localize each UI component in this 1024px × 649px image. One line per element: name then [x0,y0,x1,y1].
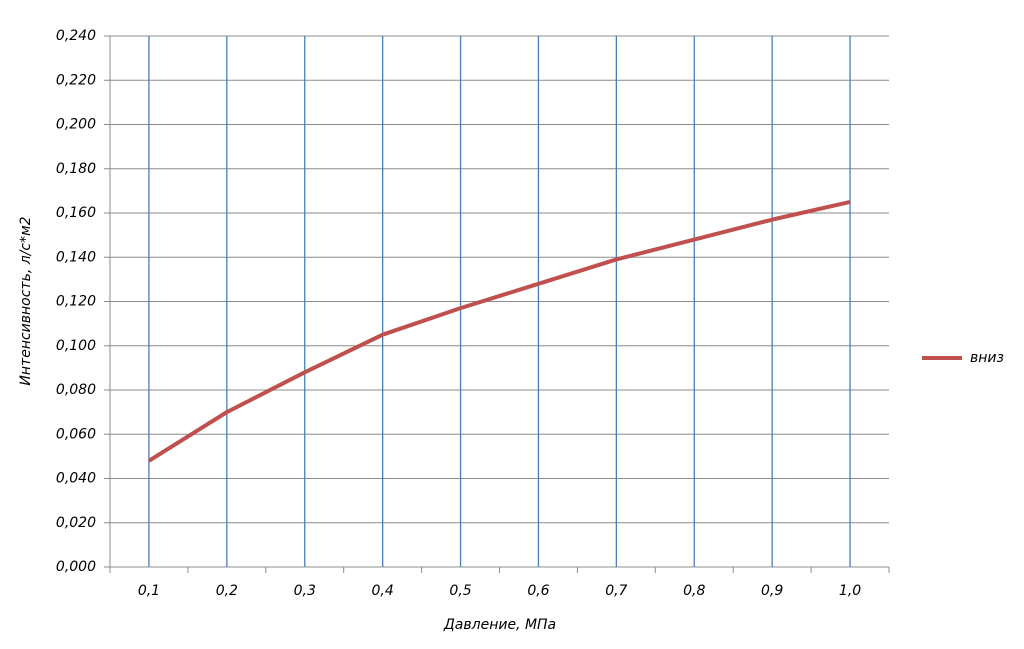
y-tick-label: 0,000 [56,559,96,575]
x-tick-label: 0,2 [216,583,238,599]
y-tick-label: 0,100 [56,338,96,354]
y-tick-label: 0,080 [56,382,96,398]
x-tick-label: 0,4 [372,583,394,599]
legend-label: вниз [970,350,1004,366]
y-tick-label: 0,060 [56,426,96,442]
data-line [147,199,851,463]
y-tick-label: 0,020 [56,515,96,531]
y-tick-label: 0,220 [56,72,96,88]
y-axis-title: Интенсивность, л/с*м2 [18,216,34,385]
x-tick-label: 0,6 [527,583,549,599]
x-tick-label: 0,7 [605,583,627,599]
x-tick-label: 0,1 [138,583,160,599]
y-tick-label: 0,240 [56,28,96,44]
y-tick-label: 0,180 [56,161,96,177]
x-tick-label: 1,0 [839,583,861,599]
y-tick-label: 0,140 [56,249,96,265]
x-tick-label: 0,9 [761,583,783,599]
x-tick-label: 0,8 [683,583,705,599]
y-tick-label: 0,040 [56,471,96,487]
x-tick-label: 0,3 [294,583,316,599]
y-tick-label: 0,160 [56,205,96,221]
y-tick-label: 0,120 [56,294,96,310]
y-tick-label: 0,200 [56,117,96,133]
x-tick-label: 0,5 [449,583,471,599]
x-axis-title: Давление, МПа [443,617,556,633]
